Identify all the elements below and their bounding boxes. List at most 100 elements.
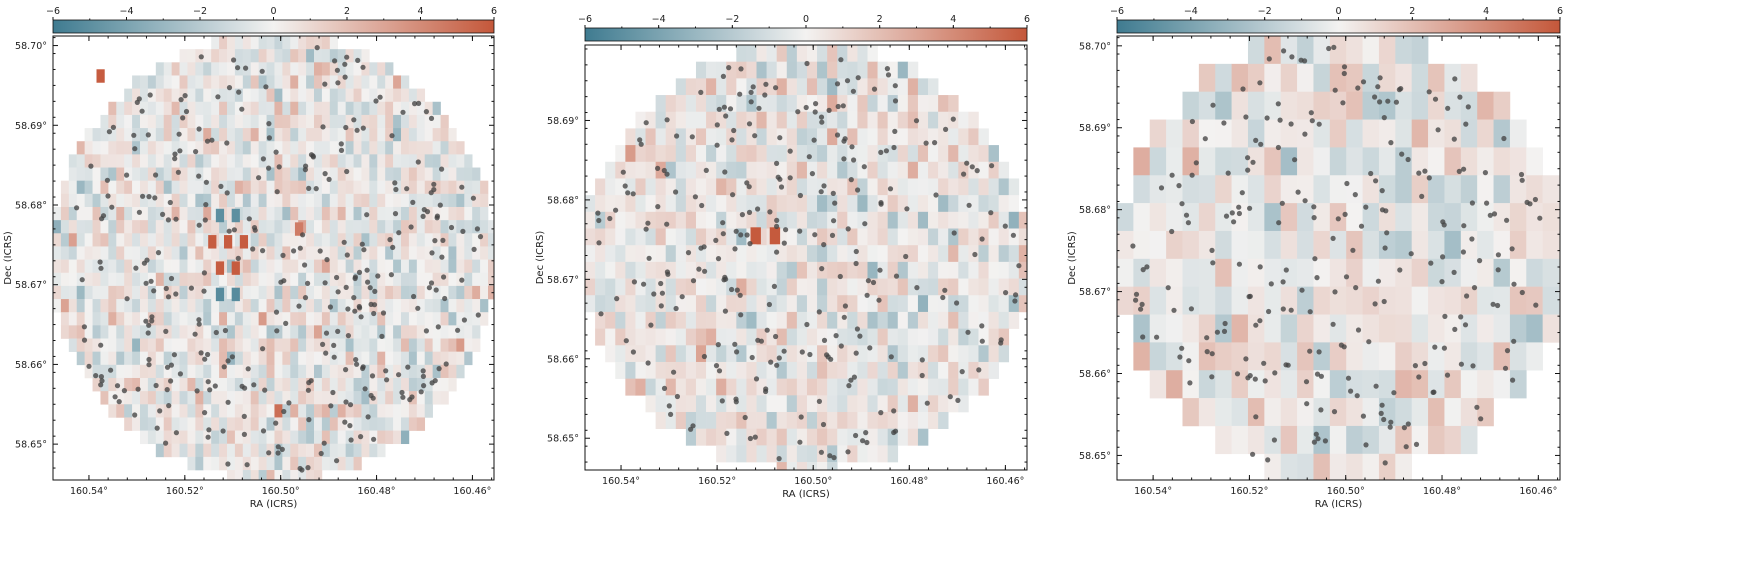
- heatmap-cell: [60, 325, 70, 339]
- heatmap-cell: [250, 299, 259, 313]
- heatmap-cell: [448, 364, 457, 379]
- heatmap-cell: [242, 417, 252, 431]
- heatmap-cell: [116, 272, 125, 287]
- heatmap-cell: [1297, 203, 1314, 232]
- heatmap-cell: [250, 233, 259, 247]
- heatmap-cell: [361, 193, 370, 208]
- source-point: [648, 322, 654, 328]
- source-point: [979, 323, 985, 329]
- heatmap-cell: [92, 206, 101, 221]
- heatmap-cell: [140, 233, 149, 247]
- source-point: [637, 137, 643, 143]
- heatmap-cell: [1297, 286, 1314, 315]
- heatmap-cell: [321, 299, 331, 313]
- heatmap-cell: [1460, 230, 1478, 260]
- heatmap-cell: [211, 206, 220, 221]
- heatmap-cell: [817, 412, 828, 429]
- heatmap-cell: [401, 206, 410, 221]
- heatmap-cell: [726, 211, 737, 229]
- heatmap-cell: [847, 95, 858, 113]
- source-point: [989, 163, 995, 169]
- heatmap-cell: [211, 154, 220, 168]
- heatmap-cell: [187, 351, 196, 366]
- heatmap-cell: [1395, 425, 1412, 455]
- heatmap-cell: [132, 391, 141, 405]
- heatmap-cell: [1362, 36, 1380, 65]
- heatmap-cell: [306, 470, 315, 480]
- source-point: [746, 121, 753, 127]
- heatmap-cell: [665, 378, 677, 396]
- heatmap-cell: [416, 233, 426, 247]
- heatmap-cell: [211, 88, 220, 103]
- heatmap-cell: [140, 101, 149, 116]
- heatmap-cell: [625, 345, 636, 363]
- heatmap-cell: [140, 180, 149, 195]
- heatmap-cell: [837, 45, 848, 62]
- source-point: [777, 135, 783, 141]
- heatmap-cell: [140, 364, 149, 379]
- heatmap-cell: [655, 228, 667, 246]
- heatmap-cell: [1280, 147, 1298, 176]
- heatmap-cell: [298, 62, 307, 76]
- source-point: [1332, 289, 1338, 295]
- heatmap-cell: [353, 141, 362, 155]
- heatmap-cell: [92, 299, 101, 313]
- source-point: [723, 276, 729, 282]
- heatmap-cell: [298, 233, 307, 247]
- heatmap-cell: [1509, 203, 1527, 232]
- heatmap-cell: [857, 111, 868, 129]
- heatmap-cell: [337, 75, 346, 89]
- heatmap-cell: [401, 220, 410, 234]
- heatmap-cell: [116, 285, 125, 300]
- heatmap-cell: [369, 338, 378, 352]
- heatmap-cell: [258, 404, 267, 418]
- heatmap-cell: [695, 295, 707, 313]
- heatmap-cell: [1166, 147, 1183, 176]
- heatmap-cell: [857, 195, 868, 213]
- heatmap-cell: [140, 338, 149, 352]
- heatmap-cell: [877, 345, 888, 363]
- heatmap-cell: [163, 233, 172, 247]
- heatmap-cell: [234, 299, 244, 313]
- source-point: [244, 462, 250, 468]
- source-point: [1350, 247, 1356, 253]
- heatmap-cell: [140, 404, 149, 418]
- heatmap-cell: [321, 259, 331, 274]
- heatmap-cell: [1264, 203, 1282, 232]
- heatmap-cell: [132, 417, 141, 431]
- heatmap-cell: [806, 378, 818, 396]
- source-point: [229, 354, 235, 360]
- heatmap-cell: [867, 78, 878, 96]
- heatmap-cell: [361, 259, 370, 274]
- heatmap-cell: [179, 417, 188, 431]
- source-point: [1275, 101, 1281, 107]
- source-point: [110, 124, 116, 130]
- heatmap-cell: [716, 378, 727, 396]
- heatmap-cell: [776, 111, 788, 129]
- source-point: [332, 58, 338, 64]
- heatmap-cell: [867, 395, 878, 413]
- heatmap-cell: [746, 361, 757, 379]
- heatmap-cell: [393, 377, 402, 392]
- heatmap-cell: [1182, 258, 1200, 287]
- source-point: [1158, 185, 1165, 191]
- source-point: [961, 171, 967, 177]
- source-point: [1397, 267, 1403, 273]
- source-point: [1225, 170, 1231, 176]
- heatmap-cell: [867, 245, 878, 263]
- source-point: [714, 142, 720, 148]
- heatmap-cell: [706, 228, 717, 246]
- source-point: [166, 403, 172, 409]
- heatmap-cell: [857, 178, 868, 196]
- heatmap-cell: [408, 206, 418, 221]
- heatmap-cell: [203, 417, 212, 431]
- source-point: [752, 133, 758, 139]
- heatmap-cell: [645, 295, 656, 313]
- heatmap-cell: [353, 312, 362, 326]
- heatmap-cell: [219, 417, 228, 431]
- source-point: [849, 144, 855, 150]
- heatmap-cell: [321, 233, 331, 247]
- source-point: [357, 305, 363, 311]
- heatmap-cell: [595, 261, 606, 279]
- source-point: [1388, 419, 1394, 425]
